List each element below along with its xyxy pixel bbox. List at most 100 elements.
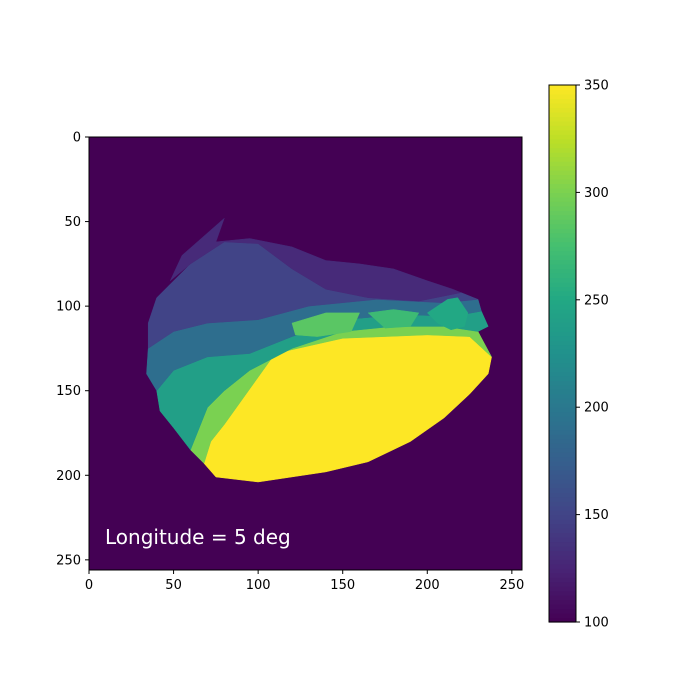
colorbar-strip <box>549 577 576 583</box>
colorbar-strip <box>549 617 576 623</box>
colorbar-strip <box>549 384 576 390</box>
colorbar-strip <box>549 483 576 489</box>
colorbar-strip <box>549 102 576 108</box>
colorbar-strip <box>549 501 576 507</box>
colorbar-strip <box>549 264 576 270</box>
colorbar-strip <box>549 98 576 104</box>
heatmap-region-7 <box>291 312 360 337</box>
colorbar-strip <box>549 402 576 408</box>
colorbar-strip <box>549 223 576 229</box>
y-tick-label: 50 <box>64 215 81 230</box>
colorbar-strip <box>549 255 576 261</box>
plot-frame <box>88 136 523 571</box>
colorbar-strip <box>549 545 576 551</box>
colorbar-strip <box>549 416 576 422</box>
colorbar-strip <box>549 474 576 480</box>
y-tick-label: 250 <box>56 553 81 568</box>
colorbar-strip <box>549 281 576 287</box>
colorbar-strip <box>549 187 576 193</box>
colorbar-strip <box>549 559 576 565</box>
colorbar-strip <box>549 125 576 131</box>
colorbar-strip <box>549 250 576 256</box>
colorbar-strip <box>549 326 576 332</box>
colorbar-strip <box>549 541 576 547</box>
colorbar-strip <box>549 143 576 149</box>
colorbar-strip <box>549 425 576 431</box>
colorbar-strip <box>549 241 576 247</box>
colorbar-strip <box>549 340 576 346</box>
colorbar-strip <box>549 147 576 153</box>
heatmap-region-5 <box>169 217 462 302</box>
colorbar-strip <box>549 246 576 252</box>
colorbar-strip <box>549 434 576 440</box>
y-tick-label: 200 <box>56 469 81 484</box>
colorbar-strip <box>549 375 576 381</box>
x-tick-label: 200 <box>415 578 440 593</box>
colorbar-strip <box>549 201 576 207</box>
colorbar-strip <box>549 563 576 569</box>
colorbar-strip <box>549 89 576 95</box>
colorbar-strip <box>549 116 576 122</box>
colorbar-strip <box>549 514 576 520</box>
colorbar-strip <box>549 487 576 493</box>
colorbar-strip <box>549 411 576 417</box>
colorbar-tick-label: 100 <box>584 616 609 631</box>
colorbar-strip <box>549 393 576 399</box>
colorbar-strip <box>549 380 576 386</box>
x-tick-label: 150 <box>330 578 355 593</box>
colorbar-strip <box>549 344 576 350</box>
colorbar-strip <box>549 599 576 605</box>
colorbar-strip <box>549 183 576 189</box>
colorbar-strip <box>549 389 576 395</box>
colorbar-strip <box>549 161 576 167</box>
colorbar-strip <box>549 349 576 355</box>
colorbar-strip <box>549 129 576 135</box>
colorbar-strip <box>549 505 576 511</box>
colorbar-strip <box>549 447 576 453</box>
colorbar-strip <box>549 313 576 319</box>
colorbar-tick-label: 250 <box>584 293 609 308</box>
y-axis: 0 50 100 150 200 250 <box>56 131 89 568</box>
colorbar-strip <box>549 331 576 337</box>
colorbar-tick-label: 350 <box>584 79 609 94</box>
colorbar-strip <box>549 353 576 359</box>
heatmap-regions <box>146 217 492 483</box>
heatmap-region-6 <box>426 297 469 331</box>
y-tick-label: 150 <box>56 384 81 399</box>
colorbar-strip <box>549 554 576 560</box>
colorbar-strip <box>549 228 576 234</box>
colorbar-strip <box>549 107 576 113</box>
colorbar-strip <box>549 304 576 310</box>
colorbar-strip <box>549 268 576 274</box>
colorbar-strip <box>549 366 576 372</box>
colorbar-strip <box>549 174 576 180</box>
colorbar-strip <box>549 196 576 202</box>
colorbar-strip <box>549 523 576 529</box>
colorbar-strip <box>549 465 576 471</box>
colorbar-strip <box>549 608 576 614</box>
colorbar-strip <box>549 232 576 238</box>
colorbar-strip <box>549 295 576 301</box>
colorbar-strip <box>549 259 576 265</box>
colorbar-strip <box>549 317 576 323</box>
colorbar-strip <box>549 398 576 404</box>
colorbar-strip <box>549 460 576 466</box>
colorbar-strip <box>549 277 576 283</box>
colorbar-strip <box>549 420 576 426</box>
colorbar-strip <box>549 192 576 198</box>
x-tick-label: 250 <box>499 578 524 593</box>
heatmap-plot-area <box>89 137 522 570</box>
colorbar-strip <box>549 210 576 216</box>
colorbar-tick-label: 150 <box>584 508 609 523</box>
colorbar-strip <box>549 120 576 126</box>
longitude-annotation: Longitude = 5 deg <box>105 525 291 549</box>
colorbar-gradient <box>549 85 576 623</box>
colorbar-strip <box>549 362 576 368</box>
colorbar-strip <box>549 214 576 220</box>
colorbar-strip <box>549 572 576 578</box>
colorbar-strip <box>549 496 576 502</box>
colorbar-strip <box>549 299 576 305</box>
x-tick-label: 50 <box>165 578 182 593</box>
x-tick-label: 0 <box>85 578 93 593</box>
colorbar-strip <box>549 532 576 538</box>
